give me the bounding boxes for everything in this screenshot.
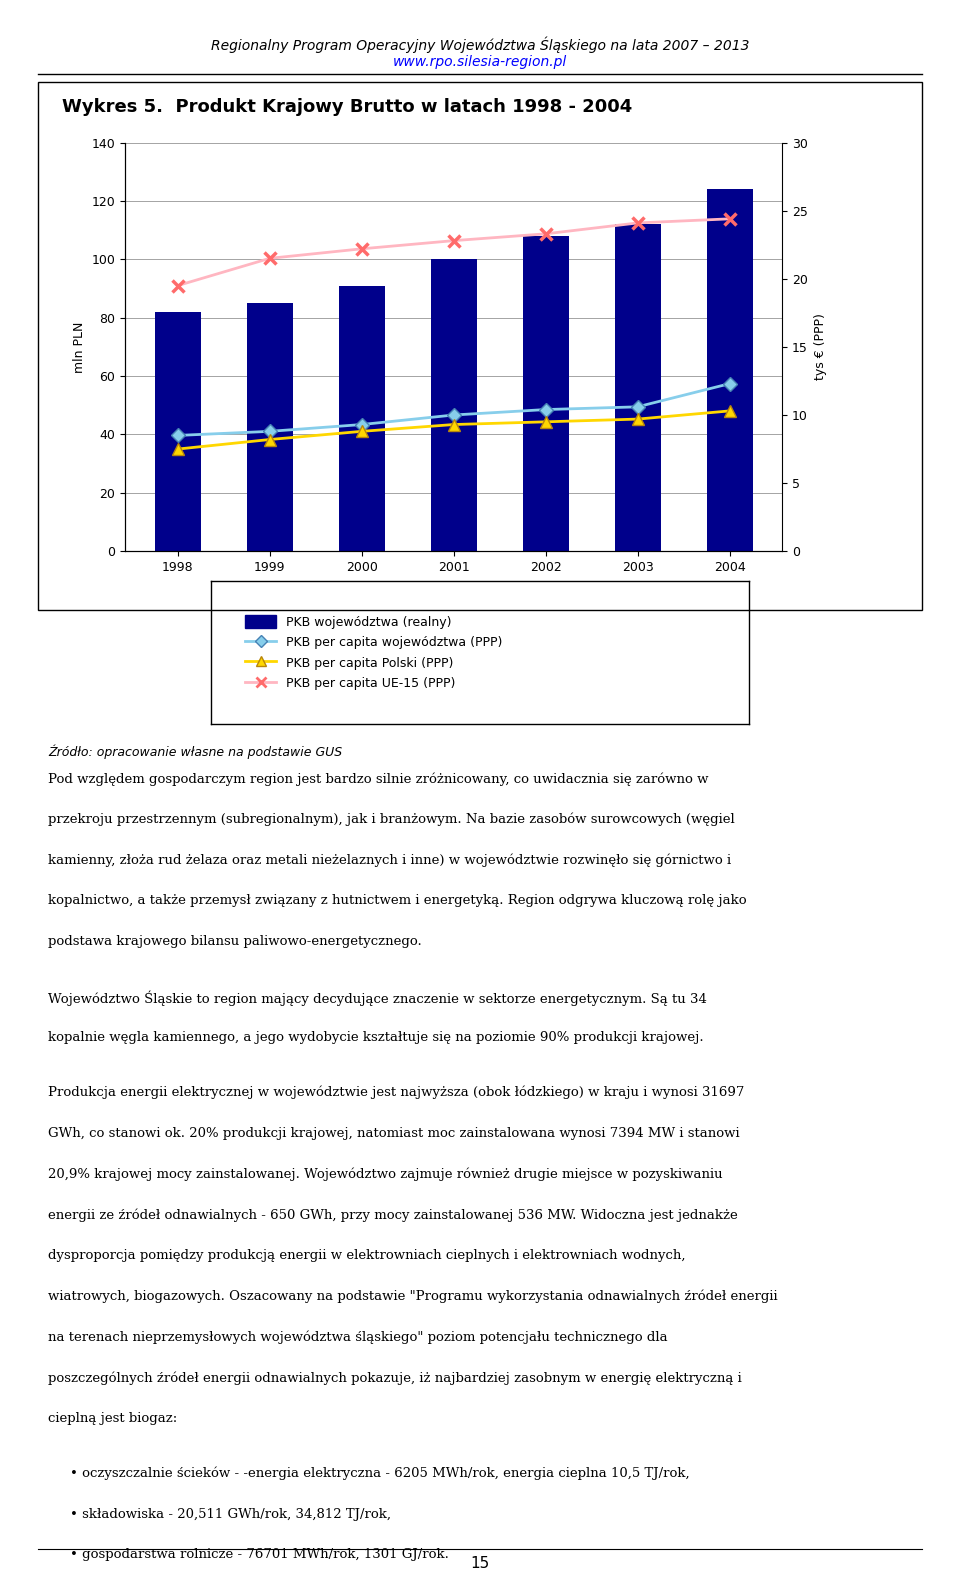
Text: www.rpo.silesia-region.pl: www.rpo.silesia-region.pl [393, 55, 567, 70]
Text: Wykres 5.  Produkt Krajowy Brutto w latach 1998 - 2004: Wykres 5. Produkt Krajowy Brutto w latac… [62, 98, 633, 116]
Text: podstawa krajowego bilansu paliwowo-energetycznego.: podstawa krajowego bilansu paliwowo-ener… [48, 935, 421, 949]
Text: 20,9% krajowej mocy zainstalowanej. Województwo zajmuje również drugie miejsce w: 20,9% krajowej mocy zainstalowanej. Woje… [48, 1167, 723, 1180]
Text: wiatrowych, biogazowych. Oszacowany na podstawie "Programu wykorzystania odnawia: wiatrowych, biogazowych. Oszacowany na p… [48, 1289, 778, 1304]
Text: • składowiska - 20,511 GWh/rok, 34,812 TJ/rok,: • składowiska - 20,511 GWh/rok, 34,812 T… [70, 1508, 391, 1521]
Text: Źródło: opracowanie własne na podstawie GUS: Źródło: opracowanie własne na podstawie … [48, 744, 342, 759]
Legend: PKB województwa (realny), PKB per capita województwa (PPP), PKB per capita Polsk: PKB województwa (realny), PKB per capita… [239, 608, 509, 697]
Bar [247, 303, 293, 551]
Bar [155, 312, 201, 551]
Bar [614, 225, 660, 551]
Bar [707, 188, 753, 551]
Bar [522, 236, 568, 551]
Bar [339, 285, 385, 551]
Bar [431, 260, 476, 551]
Text: • gospodarstwa rolnicze - 76701 MWh/rok, 1301 GJ/rok.: • gospodarstwa rolnicze - 76701 MWh/rok,… [70, 1549, 448, 1562]
Text: cieplną jest biogaz:: cieplną jest biogaz: [48, 1411, 178, 1426]
Text: kopalnictwo, a także przemysł związany z hutnictwem i energetyką. Region odgrywa: kopalnictwo, a także przemysł związany z… [48, 895, 747, 908]
Text: dysproporcja pomiędzy produkcją energii w elektrowniach cieplnych i elektrowniac: dysproporcja pomiędzy produkcją energii … [48, 1248, 685, 1262]
Text: Województwo Śląskie to region mający decydujące znaczenie w sektorze energetyczn: Województwo Śląskie to region mający dec… [48, 990, 707, 1006]
Y-axis label: mln PLN: mln PLN [73, 322, 85, 372]
X-axis label: lata: lata [441, 594, 467, 607]
Text: kopalnie węgla kamiennego, a jego wydobycie kształtuje się na poziomie 90% produ: kopalnie węgla kamiennego, a jego wydoby… [48, 1031, 704, 1044]
Text: Produkcja energii elektrycznej w województwie jest najwyższa (obok łódzkiego) w : Produkcja energii elektrycznej w wojewód… [48, 1085, 744, 1099]
Text: • oczyszczalnie ścieków - -energia elektryczna - 6205 MWh/rok, energia cieplna 1: • oczyszczalnie ścieków - -energia elekt… [70, 1467, 689, 1481]
Text: przekroju przestrzennym (subregionalnym), jak i branżowym. Na bazie zasobów suro: przekroju przestrzennym (subregionalnym)… [48, 813, 734, 827]
Text: energii ze źródeł odnawialnych - 650 GWh, przy mocy zainstalowanej 536 MW. Widoc: energii ze źródeł odnawialnych - 650 GWh… [48, 1209, 737, 1221]
Text: Regionalny Program Operacyjny Województwa Śląskiego na lata 2007 – 2013: Regionalny Program Operacyjny Województw… [211, 36, 749, 52]
Text: na terenach nieprzemysłowych województwa śląskiego" poziom potencjału techniczne: na terenach nieprzemysłowych województwa… [48, 1331, 667, 1343]
Text: GWh, co stanowi ok. 20% produkcji krajowej, natomiast moc zainstalowana wynosi 7: GWh, co stanowi ok. 20% produkcji krajow… [48, 1126, 739, 1139]
Y-axis label: tys € (PPP): tys € (PPP) [813, 314, 827, 380]
Text: 15: 15 [470, 1555, 490, 1571]
Text: poszczególnych źródeł energii odnawialnych pokazuje, iż najbardziej zasobnym w e: poszczególnych źródeł energii odnawialny… [48, 1372, 742, 1384]
Text: Pod względem gospodarczym region jest bardzo silnie zróżnicowany, co uwidacznia : Pod względem gospodarczym region jest ba… [48, 771, 708, 786]
Text: kamienny, złoża rud żelaza oraz metali nieżelaznych i inne) w województwie rozwi: kamienny, złoża rud żelaza oraz metali n… [48, 854, 732, 866]
